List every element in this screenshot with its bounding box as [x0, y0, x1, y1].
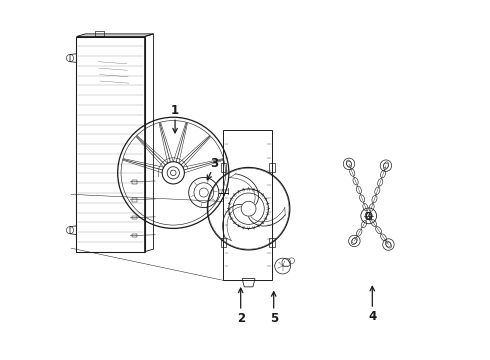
- Text: 1: 1: [171, 104, 179, 117]
- Text: 3: 3: [211, 157, 219, 170]
- Text: 2: 2: [237, 311, 245, 325]
- Text: 5: 5: [270, 311, 278, 325]
- Text: 4: 4: [368, 310, 376, 323]
